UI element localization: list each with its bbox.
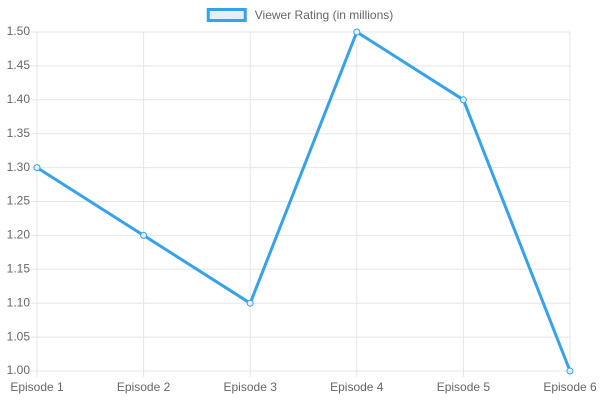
x-tick-label: Episode 5: [437, 380, 491, 394]
legend-swatch: [206, 8, 247, 22]
y-tick-label: 1.35: [7, 126, 31, 140]
y-tick-label: 1.00: [7, 363, 31, 377]
y-tick-label: 1.45: [7, 58, 31, 72]
y-tick-label: 1.05: [7, 329, 31, 343]
y-tick-label: 1.20: [7, 228, 31, 242]
legend-label: Viewer Rating (in millions): [255, 8, 394, 22]
x-tick-label: Episode 4: [330, 380, 384, 394]
y-tick-label: 1.50: [7, 24, 31, 38]
point: [459, 96, 467, 104]
y-tick-label: 1.40: [7, 92, 31, 106]
point: [140, 231, 148, 239]
point: [353, 28, 361, 36]
y-tick-label: 1.15: [7, 261, 31, 275]
x-tick-label: Episode 2: [117, 380, 171, 394]
point: [33, 164, 41, 172]
line: [36, 29, 572, 372]
y-tick-label: 1.10: [7, 295, 31, 309]
x-tick-label: Episode 3: [224, 380, 278, 394]
y-tick-label: 1.30: [7, 160, 31, 174]
x-tick-label: Episode 1: [10, 380, 64, 394]
x-tick-label: Episode 6: [543, 380, 597, 394]
y-tick-label: 1.25: [7, 194, 31, 208]
point: [246, 299, 254, 307]
point: [566, 367, 574, 375]
